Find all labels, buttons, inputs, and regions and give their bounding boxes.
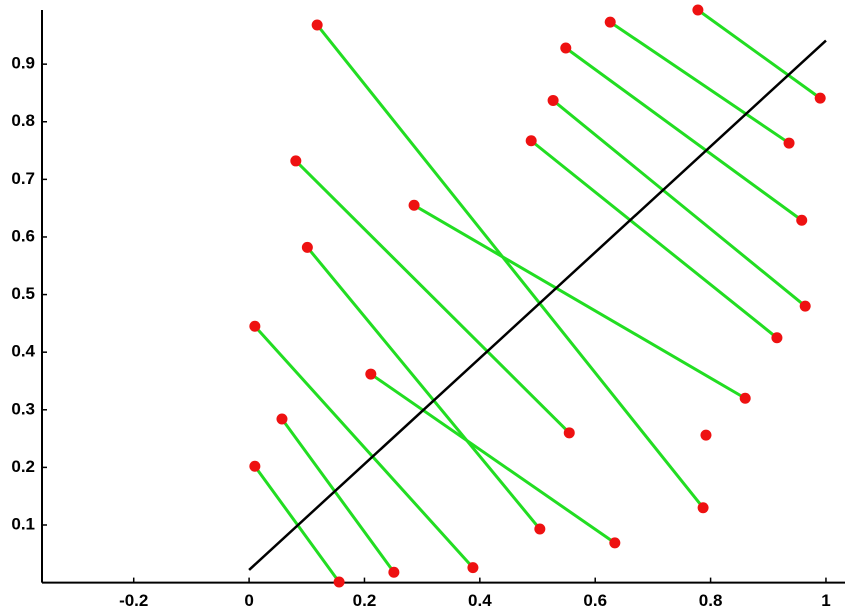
segment	[697, 8, 822, 100]
segment	[564, 46, 803, 222]
fit-line	[248, 39, 827, 571]
segment	[315, 24, 705, 509]
point	[365, 368, 377, 380]
point	[301, 241, 313, 253]
point	[697, 502, 709, 514]
point	[560, 42, 572, 54]
point	[814, 92, 826, 104]
x-tick-label: 0	[244, 591, 253, 610]
point	[388, 566, 400, 578]
point	[563, 427, 575, 439]
point	[547, 94, 559, 106]
y-tick-label: 0.2	[11, 457, 35, 476]
segment	[253, 325, 475, 569]
point	[249, 460, 261, 472]
point	[276, 413, 288, 425]
point	[311, 19, 323, 31]
x-tick-label: 0.8	[699, 591, 723, 610]
point	[799, 300, 811, 312]
segment	[609, 20, 790, 145]
point	[333, 576, 345, 588]
segment	[294, 159, 571, 434]
x-tick-label: 1	[821, 591, 830, 610]
y-tick-label: 0.6	[11, 226, 35, 245]
point	[739, 392, 751, 404]
x-tick-label: 0.6	[583, 591, 607, 610]
point	[692, 4, 704, 16]
segment	[306, 246, 541, 530]
point	[783, 137, 795, 149]
x-tick-label: 0.2	[353, 591, 377, 610]
segment	[280, 418, 396, 574]
point	[467, 562, 479, 574]
y-tick-label: 0.7	[11, 169, 35, 188]
point	[249, 320, 261, 332]
y-tick-label: 0.1	[11, 514, 35, 533]
y-tick-label: 0.8	[11, 111, 35, 130]
point	[525, 135, 537, 147]
point	[771, 332, 783, 344]
segment	[530, 139, 778, 339]
point	[534, 523, 546, 535]
point	[609, 537, 621, 549]
point	[408, 199, 420, 211]
y-tick-label: 0.9	[11, 54, 35, 73]
y-tick-label: 0.4	[11, 342, 35, 361]
point	[604, 16, 616, 28]
y-tick-label: 0.3	[11, 399, 35, 418]
y-tick-label: 0.5	[11, 284, 35, 303]
point	[290, 155, 302, 167]
segment	[253, 465, 341, 583]
segment	[369, 372, 616, 545]
segment	[413, 203, 746, 400]
x-tick-label: 0.4	[468, 591, 492, 610]
point	[700, 429, 712, 441]
segment	[552, 99, 807, 308]
x-tick-label: -0.2	[119, 591, 148, 610]
point	[796, 214, 808, 226]
